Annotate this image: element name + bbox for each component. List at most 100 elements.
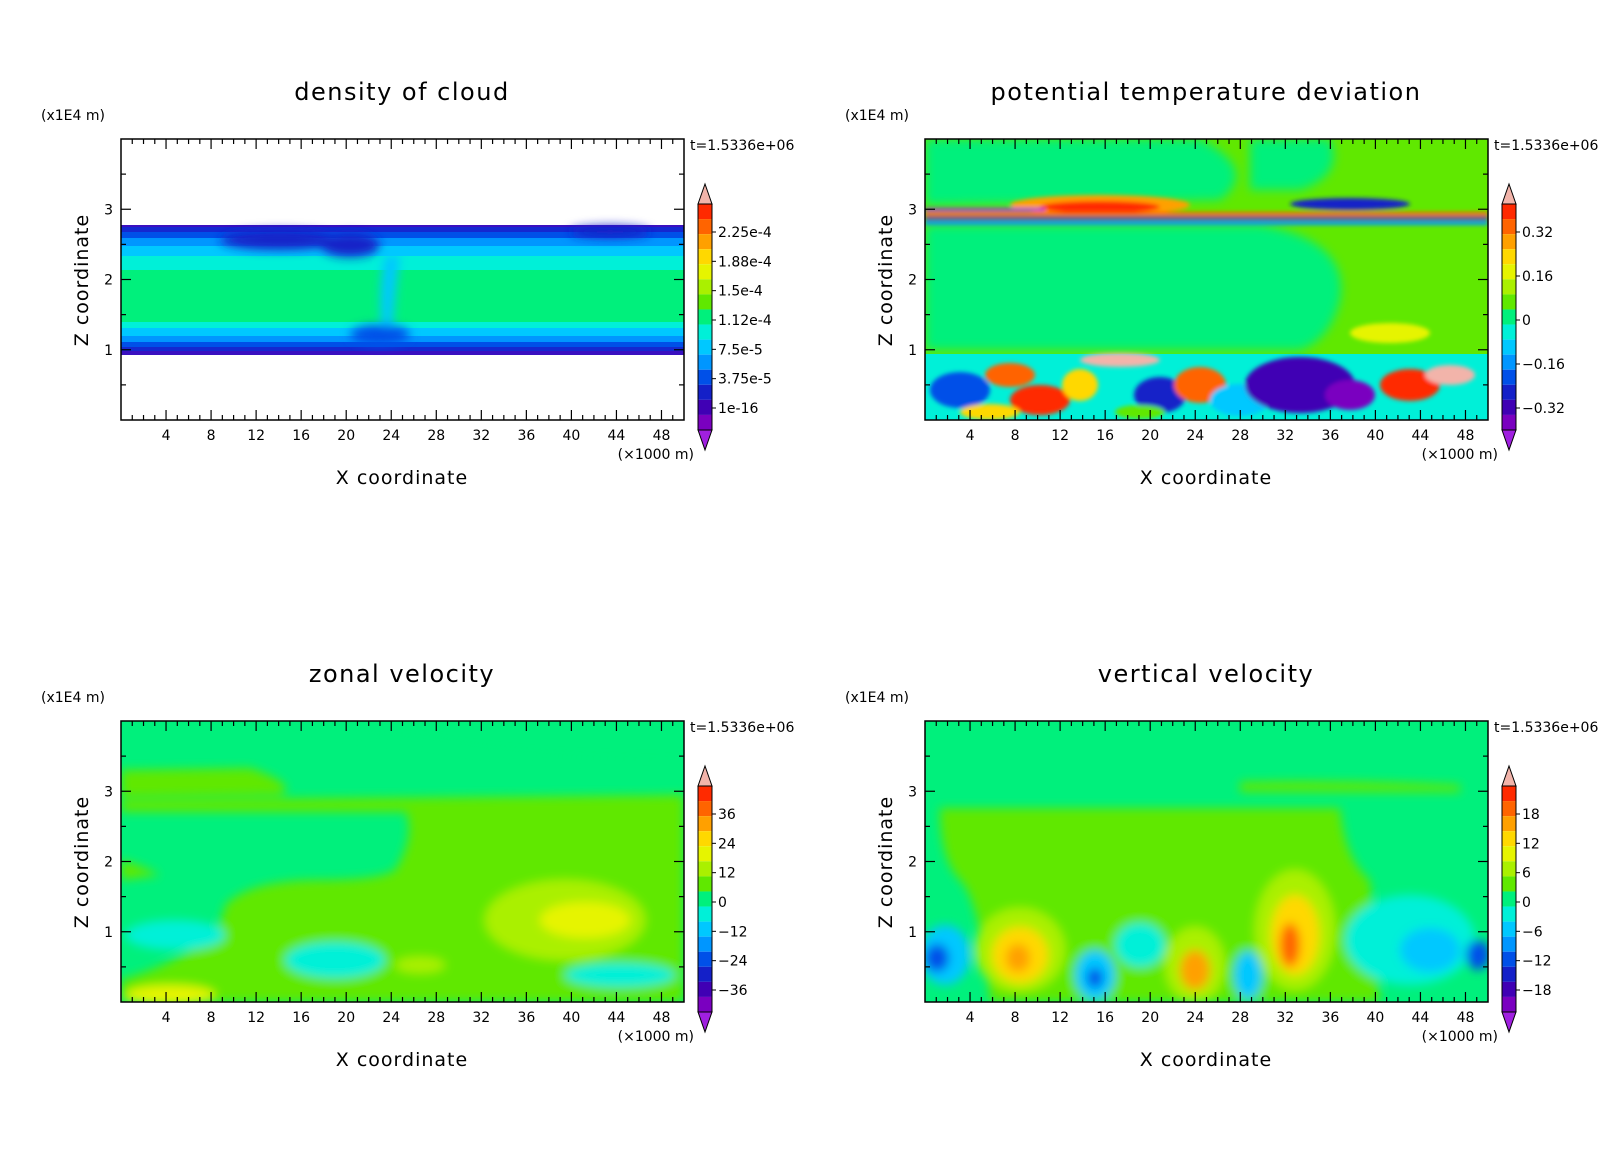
colorbar-label: 7.5e-5 <box>718 342 763 358</box>
y-tick-label: 3 <box>104 202 113 218</box>
colorbar-frame <box>1501 203 1517 431</box>
colorbar-swatch <box>1502 891 1516 907</box>
colorbar-label: 18 <box>1522 807 1540 823</box>
colorbar-swatch <box>698 204 712 220</box>
colorbar-label: 0.16 <box>1522 269 1553 285</box>
colorbar-swatch <box>1502 324 1516 340</box>
colorbar-swatch <box>1502 966 1516 982</box>
x-ticks: 4 8 12 16 20 24 28 32 36 40 44 48 <box>131 139 674 444</box>
colorbar-swatch <box>698 264 712 280</box>
x-tick-label: 40 <box>1366 1010 1384 1026</box>
x-tick-label: 44 <box>608 428 626 444</box>
y-ticks: 1 2 3 <box>908 173 1488 386</box>
contour-field <box>925 721 1488 1002</box>
colorbar-swatch <box>698 921 712 937</box>
colorbar-arrow-bottom <box>697 1011 713 1034</box>
x-tick-label: 48 <box>653 428 671 444</box>
x-unit-label: (×1000 m) <box>618 447 694 463</box>
colorbar-swatch <box>1502 861 1516 877</box>
colorbar: 2.25e-4 1.88e-4 1.5e-4 1.12e-4 7.5e-5 3.75e-5… <box>697 182 772 452</box>
colorbar-swatch <box>698 801 712 817</box>
panel-potential-temperature-deviation: potential temperature deviation (x1E4 m)… <box>845 78 1598 489</box>
colorbar-swatch <box>698 354 712 370</box>
contour-field <box>925 139 1488 420</box>
time-label: t=1.5336e+06 <box>1494 138 1598 154</box>
x-tick-label: 32 <box>472 1010 490 1026</box>
y-ticks: 1 2 3 <box>908 755 1488 968</box>
colorbar-swatch <box>1502 951 1516 967</box>
colorbar-label: 24 <box>718 836 736 852</box>
colorbar-arrow-top <box>697 764 713 787</box>
x-tick-label: 36 <box>1321 1010 1339 1026</box>
y-tick-label: 1 <box>908 343 917 359</box>
colorbar-swatch <box>1502 936 1516 952</box>
colorbar-label: 1.12e-4 <box>718 313 772 329</box>
colorbar-swatch <box>1502 846 1516 862</box>
y-axis-label: Z coordinate <box>71 214 93 346</box>
colorbar-swatch <box>1502 294 1516 310</box>
x-tick-label: 20 <box>337 428 355 444</box>
y-tick-label: 3 <box>908 784 917 800</box>
x-tick-label: 8 <box>207 1010 216 1026</box>
x-tick-label: 16 <box>292 1010 310 1026</box>
x-tick-label: 8 <box>1011 428 1020 444</box>
x-unit-label: (×1000 m) <box>1422 447 1498 463</box>
colorbar-swatch <box>1502 876 1516 892</box>
colorbar-arrow-bottom <box>1501 429 1517 452</box>
x-tick-label: 48 <box>1457 1010 1475 1026</box>
colorbar-label: 1.5e-4 <box>718 284 763 300</box>
colorbar-label: −12 <box>1522 954 1552 970</box>
colorbar-swatch <box>698 981 712 997</box>
x-axis-label: X coordinate <box>1140 1049 1272 1071</box>
time-label: t=1.5336e+06 <box>1494 720 1598 736</box>
colorbar-swatch <box>698 906 712 922</box>
x-axis-label: X coordinate <box>336 1049 468 1071</box>
colorbar-swatch <box>1502 816 1516 832</box>
colorbar-frame <box>1501 785 1517 1013</box>
colorbar-swatch <box>1502 369 1516 385</box>
colorbar-swatch <box>1502 264 1516 280</box>
colorbar-swatch <box>1502 981 1516 997</box>
colorbar-swatch <box>1502 234 1516 250</box>
contour-field <box>121 721 684 1002</box>
x-tick-label: 48 <box>653 1010 671 1026</box>
x-tick-label: 4 <box>966 428 975 444</box>
colorbar-swatch <box>698 249 712 265</box>
colorbar-swatch <box>1502 384 1516 400</box>
x-unit-label: (×1000 m) <box>1422 1029 1498 1045</box>
chart-title: zonal velocity <box>309 660 495 688</box>
colorbar-swatch <box>698 369 712 385</box>
x-tick-label: 48 <box>1457 428 1475 444</box>
colorbar-arrow-top <box>1501 764 1517 787</box>
time-label: t=1.5336e+06 <box>690 720 794 736</box>
colorbar-swatch <box>1502 204 1516 220</box>
colorbar: 36 24 12 0 −12 −24 −36 <box>697 764 748 1034</box>
x-tick-label: 4 <box>966 1010 975 1026</box>
x-tick-label: 28 <box>1231 1010 1249 1026</box>
y-axis-label: Z coordinate <box>875 796 897 928</box>
colorbar-arrow-top <box>697 182 713 205</box>
colorbar-label: −6 <box>1522 924 1543 940</box>
colorbar-swatch <box>1502 279 1516 295</box>
x-tick-label: 40 <box>1366 428 1384 444</box>
y-tick-label: 1 <box>104 925 113 941</box>
colorbar-swatch <box>698 279 712 295</box>
y-unit-label: (x1E4 m) <box>845 108 909 124</box>
colorbar-arrow-top <box>1501 182 1517 205</box>
y-axis-label: Z coordinate <box>875 214 897 346</box>
colorbar-swatch <box>698 996 712 1012</box>
colorbar-swatch <box>1502 906 1516 922</box>
chart-title: density of cloud <box>294 78 509 106</box>
colorbar-frame <box>697 203 713 431</box>
colorbar-label: 0 <box>1522 895 1531 911</box>
x-tick-label: 32 <box>472 428 490 444</box>
x-tick-label: 44 <box>608 1010 626 1026</box>
x-tick-label: 24 <box>1186 1010 1204 1026</box>
colorbar-label: −36 <box>718 983 748 999</box>
x-tick-label: 40 <box>562 428 580 444</box>
colorbar-swatch <box>1502 309 1516 325</box>
x-tick-label: 44 <box>1412 428 1430 444</box>
y-tick-label: 3 <box>104 784 113 800</box>
colorbar-arrow-bottom <box>697 429 713 452</box>
